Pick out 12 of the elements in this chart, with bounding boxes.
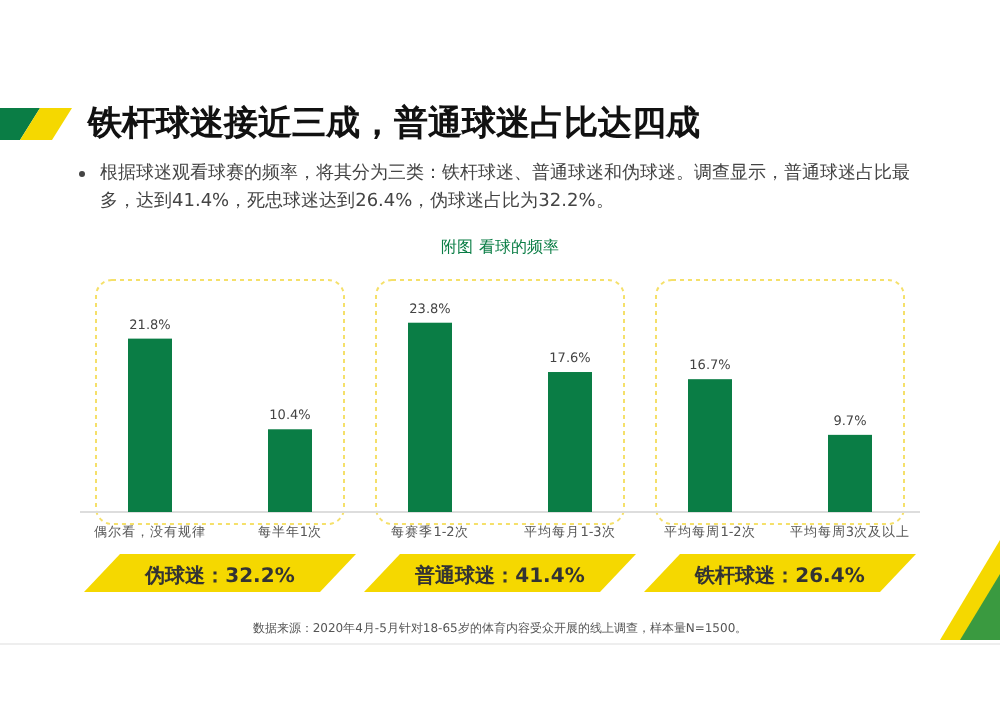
text: 伪球迷：32.2%	[143, 564, 295, 588]
text: 铁杆球迷：26.4%	[693, 564, 865, 588]
bar	[128, 338, 172, 512]
bar	[548, 372, 592, 512]
bar	[268, 429, 312, 512]
text: 普通球迷：41.4%	[413, 564, 585, 588]
x-axis-title: 附图 看球的频率	[441, 238, 559, 256]
bar	[688, 379, 732, 512]
bar	[408, 322, 452, 512]
chart-subtitle: 根据球迷观看球赛的频率，将其分为三类：铁杆球迷、普通球迷和伪球迷。调查显示，普通球迷占比最多，达到41.4%，死忠球迷达到26.4%，伪球迷占比为32.2%。	[98, 160, 912, 216]
chart-title: 铁杆球迷接近三成，普通球迷占比达四成	[88, 102, 700, 146]
bar	[828, 434, 872, 512]
